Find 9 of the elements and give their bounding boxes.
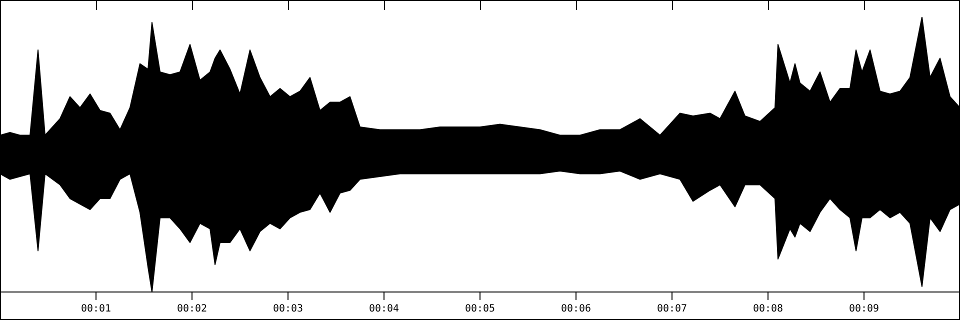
x-tick-label: 00:03 [272,304,304,315]
x-tick-label: 00:07 [656,304,688,315]
x-tick-label: 00:05 [464,304,496,315]
x-tick-label: 00:08 [752,304,784,315]
x-tick-label: 00:02 [176,304,208,315]
x-tick-label: 00:06 [560,304,592,315]
x-tick-label: 00:04 [368,304,400,315]
x-tick-label: 00:09 [848,304,880,315]
x-tick-label: 00:01 [80,304,112,315]
